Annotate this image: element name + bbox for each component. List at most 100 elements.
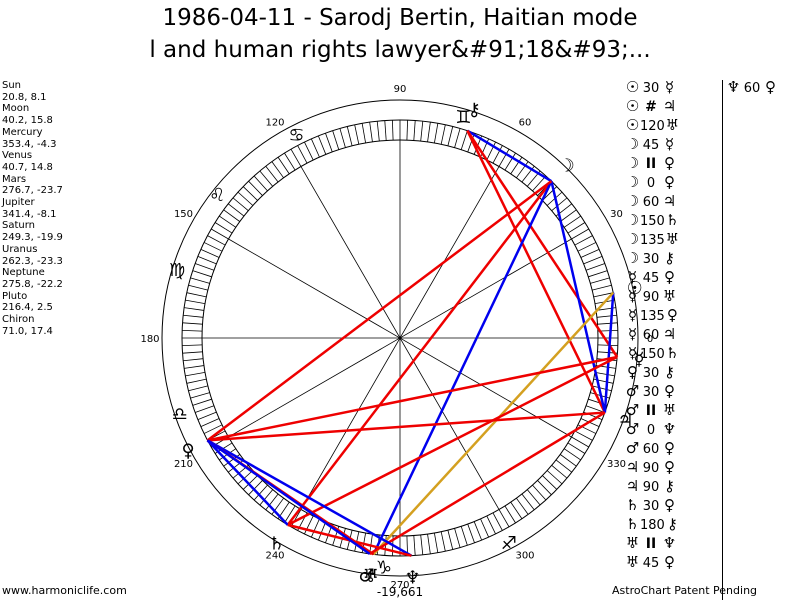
aspect-planet-1: ♃ (625, 458, 640, 476)
aspect-line (206, 180, 553, 442)
degree-tick (195, 263, 215, 271)
aspect-line (369, 411, 606, 555)
aspect-planet-1: ♆ (726, 78, 741, 96)
aspect-type: 90 (642, 461, 660, 476)
degree-tick (571, 436, 589, 448)
degree-label: 90 (394, 84, 407, 95)
degree-tick (265, 165, 279, 183)
degree-tick (454, 528, 461, 548)
degree-tick (460, 526, 468, 546)
aspect-line (206, 439, 413, 557)
degree-tick (596, 314, 617, 318)
aspect-planet-1: ♄ (625, 496, 640, 514)
degree-tick (190, 277, 210, 284)
degree-tick (454, 128, 461, 148)
aspect-row: ☽ 30 ⚷ (625, 249, 725, 268)
degree-tick (188, 284, 208, 291)
degree-tick (186, 378, 207, 384)
degree-tick (467, 523, 475, 543)
degree-tick (467, 133, 475, 153)
aspect-type: 45 (642, 556, 660, 571)
aspect-row: ☿ 45 ♀ (625, 268, 725, 287)
degree-tick (440, 124, 446, 145)
aspect-type: 150 (640, 347, 665, 362)
aspect-row: ♄180 ⚷ (625, 515, 725, 534)
aspect-type: 60 (642, 328, 660, 343)
aspect-planet-1: ♃ (625, 477, 640, 495)
position-name: Neptune (2, 267, 45, 279)
zodiac-sign: ♊ (455, 107, 471, 128)
position-value: 71.0, 17.4 (2, 325, 53, 337)
aspect-type: 30 (642, 499, 660, 514)
zodiac-sign: ♋ (288, 125, 304, 146)
aspect-row: ♂ II ♅ (625, 401, 725, 420)
mars-glyph: ♂ (359, 566, 375, 587)
zodiac-sign: ♑ (376, 557, 392, 578)
degree-tick (567, 222, 586, 234)
degree-tick (583, 255, 603, 265)
position-value: 40.2, 15.8 (2, 115, 53, 127)
aspect-planet-1: ♀ (627, 363, 638, 381)
aspect-row: ☽ 0 ♀ (625, 173, 725, 192)
degree-tick (197, 411, 217, 421)
aspect-type: 30 (642, 366, 660, 381)
degree-tick (184, 365, 204, 369)
degree-label: 150 (174, 209, 193, 220)
degree-tick (185, 371, 206, 377)
aspect-type: 30 (642, 385, 660, 400)
degree-tick (219, 215, 237, 228)
wheel-ring (161, 99, 639, 577)
degree-tick (284, 505, 296, 524)
aspect-type: 120 (640, 119, 665, 134)
aspect-row: ☽ II ♀ (625, 154, 725, 173)
aspect-type: 90 (642, 480, 660, 495)
position-value: 353.4, -4.3 (2, 138, 57, 150)
aspect-planet-2: ♀ (664, 268, 675, 286)
ascendant-degree-label: -19,661 (377, 585, 423, 599)
title-line-2: l and human rights lawyer&#91;18&#93;... (149, 37, 651, 63)
aspect-planet-2: ☿ (664, 78, 675, 96)
degree-tick (406, 120, 409, 141)
degree-tick (227, 459, 245, 473)
degree-tick (182, 329, 203, 332)
footer-website[interactable]: www.harmoniclife.com (2, 584, 127, 597)
degree-tick (532, 175, 547, 192)
position-name: Mars (2, 173, 27, 185)
aspect-planet-2: ♀ (664, 154, 675, 172)
aspect-line (206, 439, 371, 555)
degree-tick (182, 344, 203, 347)
degree-tick (585, 263, 605, 271)
aspect-line (466, 129, 619, 358)
degree-tick (207, 235, 226, 246)
position-value: 40.7, 14.8 (2, 161, 53, 173)
degree-tick (237, 470, 254, 485)
degree-tick (271, 497, 284, 515)
venus-glyph: ♀ (181, 441, 194, 462)
degree-tick (346, 126, 353, 146)
degree-tick (542, 475, 558, 490)
aspect-planet-1: ♂ (625, 401, 640, 419)
degree-tick (420, 534, 424, 555)
degree-tick (585, 405, 605, 413)
aspect-planet-1: ♂ (625, 439, 640, 457)
aspect-type: II (645, 403, 657, 419)
aspect-row: ☿ 60 ♃ (625, 325, 725, 344)
degree-tick (304, 515, 314, 535)
aspect-row: ♃ 90 ♀ (625, 458, 725, 477)
aspect-row: ☽150♄ (625, 211, 725, 230)
degree-tick (516, 161, 529, 179)
aspect-line (287, 355, 618, 526)
aspect-line (207, 411, 605, 442)
degree-tick (369, 534, 373, 554)
degree-tick (197, 255, 217, 265)
degree-tick (590, 277, 610, 284)
degree-tick (577, 242, 597, 252)
degree-tick (516, 497, 529, 515)
degree-tick (413, 535, 416, 556)
degree-tick (190, 392, 210, 399)
degree-tick (551, 197, 568, 212)
degree-tick (559, 209, 577, 222)
position-value: 276.7, -23.7 (2, 185, 63, 197)
degree-tick (317, 521, 327, 541)
aspect-type: # (645, 99, 657, 115)
